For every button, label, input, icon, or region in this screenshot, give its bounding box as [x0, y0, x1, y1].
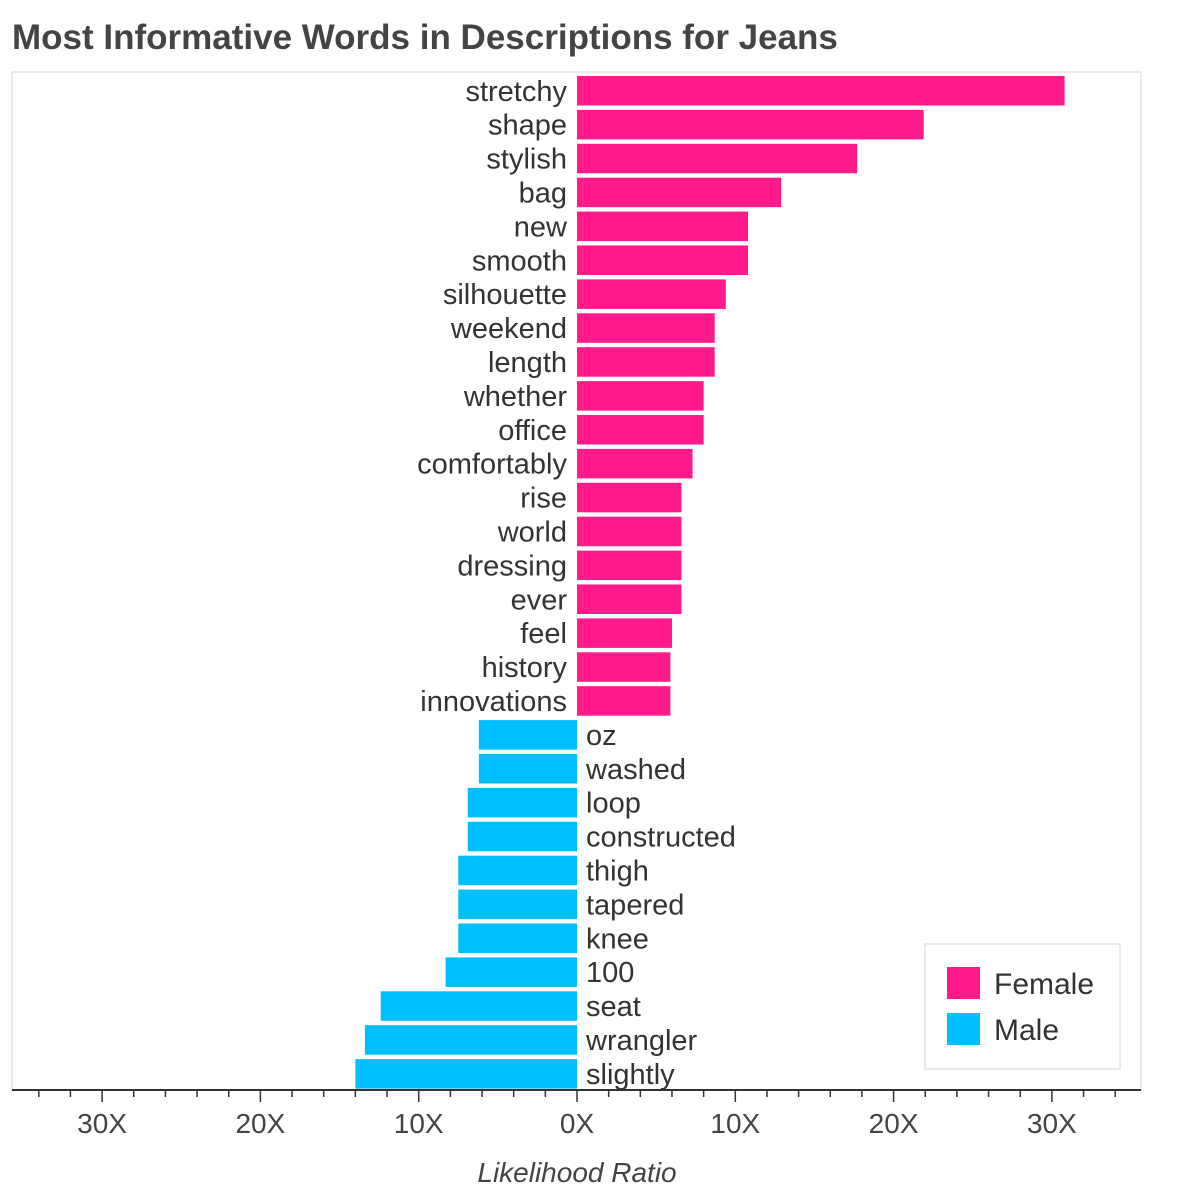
word-label-slightly: slightly — [586, 1059, 675, 1091]
bar-female-shape — [577, 109, 924, 140]
word-label-thigh: thigh — [586, 855, 649, 887]
x-tick-label: 10X — [394, 1108, 444, 1139]
word-label-tapered: tapered — [586, 889, 684, 921]
word-label-comfortably: comfortably — [417, 449, 567, 481]
bar-male-wrangler — [364, 1025, 577, 1055]
bar-female-length — [577, 347, 715, 377]
word-label-weekend: weekend — [450, 313, 567, 345]
word-label-stylish: stylish — [486, 144, 567, 176]
bar-male-tapered — [458, 889, 577, 920]
word-label-loop: loop — [586, 788, 641, 820]
bar-female-stylish — [577, 143, 858, 174]
legend-swatch-male — [947, 1013, 980, 1045]
legend-label-male: Male — [994, 1014, 1059, 1047]
word-label-smooth: smooth — [472, 245, 567, 277]
word-label-oz: oz — [586, 720, 617, 752]
bar-male-constructed — [467, 821, 577, 852]
bar-female-history — [577, 652, 671, 682]
word-label-dressing: dressing — [457, 550, 567, 582]
legend-swatch-female — [947, 967, 980, 999]
legend-label-female: Female — [994, 968, 1094, 1001]
word-label-length: length — [488, 347, 567, 379]
word-label-history: history — [482, 652, 568, 684]
bar-male-washed — [478, 754, 577, 784]
word-label-innovations: innovations — [420, 686, 567, 718]
bar-female-world — [577, 516, 682, 547]
bar-male-loop — [467, 787, 577, 818]
bar-female-rise — [577, 482, 682, 513]
word-label-wrangler: wrangler — [585, 1025, 698, 1057]
bar-female-ever — [577, 584, 682, 614]
bar-female-office — [577, 415, 704, 445]
bar-male-thigh — [458, 855, 577, 886]
bar-female-whether — [577, 381, 704, 411]
word-label-silhouette: silhouette — [443, 279, 567, 311]
word-label-seat: seat — [586, 991, 641, 1023]
word-label-feel: feel — [520, 618, 567, 650]
word-label-ever: ever — [511, 584, 568, 616]
bar-female-innovations — [577, 686, 671, 716]
bars-layer — [355, 76, 1065, 1089]
x-tick-label: 30X — [1027, 1108, 1077, 1139]
x-tick-label: 20X — [235, 1108, 285, 1139]
word-label-knee: knee — [586, 923, 649, 955]
bar-male-seat — [380, 991, 577, 1021]
x-tick-label: 10X — [710, 1108, 760, 1139]
word-label-whether: whether — [463, 381, 568, 413]
word-label-world: world — [497, 516, 567, 548]
word-label-stretchy: stretchy — [465, 76, 567, 108]
x-tick-label: 30X — [77, 1108, 127, 1139]
word-label-new: new — [514, 211, 568, 243]
word-label-office: office — [498, 415, 567, 447]
legend: Female Male — [924, 943, 1121, 1070]
bar-female-feel — [577, 618, 672, 648]
word-label-constructed: constructed — [586, 822, 736, 854]
x-axis: 30X 20X 10X 0X 10X 20X 30X Likelihood Ratio — [12, 1089, 1141, 1188]
x-tick-label: 0X — [560, 1108, 595, 1139]
bar-female-new — [577, 211, 748, 242]
word-label-washed: washed — [585, 754, 686, 786]
word-label-100: 100 — [586, 957, 634, 989]
bar-female-weekend — [577, 313, 715, 343]
bar-female-bag — [577, 177, 782, 208]
bar-male-100 — [445, 957, 577, 987]
bar-female-silhouette — [577, 279, 726, 309]
x-axis-title: Likelihood Ratio — [477, 1157, 676, 1188]
bar-female-smooth — [577, 245, 748, 275]
bar-male-knee — [458, 923, 577, 953]
legend-box — [924, 943, 1121, 1070]
bar-male-oz — [478, 720, 577, 750]
bar-female-dressing — [577, 550, 682, 581]
bar-female-comfortably — [577, 448, 693, 479]
chart-title: Most Informative Words in Descriptions f… — [12, 18, 838, 57]
word-label-shape: shape — [488, 110, 567, 142]
x-tick-label: 20X — [869, 1108, 919, 1139]
bar-female-stretchy — [577, 76, 1065, 106]
word-label-rise: rise — [520, 483, 567, 515]
word-label-bag: bag — [519, 177, 567, 209]
labels-layer: stretchyshapestylishbagnewsmoothsilhouet… — [417, 76, 736, 1091]
bar-male-slightly — [355, 1059, 577, 1089]
